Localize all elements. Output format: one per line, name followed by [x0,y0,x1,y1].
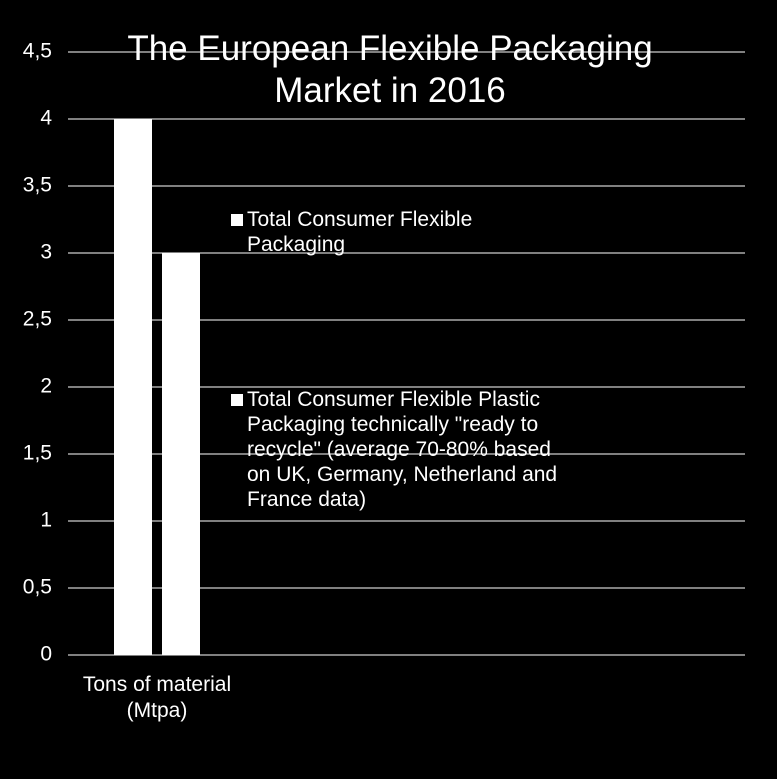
y-tick-label: 3 [40,241,52,264]
legend-entry: Total Consumer Flexible Packaging [231,207,576,257]
y-tick-label: 2,5 [23,308,52,331]
y-tick-label: 0 [40,643,52,666]
y-tick-label: 4 [40,107,52,130]
legend-swatch [231,214,243,226]
legend-swatch [231,394,243,406]
y-tick-label: 4,5 [23,40,52,63]
y-tick-label: 0,5 [23,576,52,599]
y-tick-label: 1 [40,509,52,532]
y-tick-label: 3,5 [23,174,52,197]
bar [162,253,200,655]
y-tick-label: 2 [40,375,52,398]
chart-title: The European Flexible Packaging Market i… [127,29,653,110]
bar [114,119,152,655]
legend-label: Total Consumer Flexible Packaging [247,208,473,256]
x-tick-label: Tons of material (Mtpa) [82,673,232,722]
legend-label: Total Consumer Flexible Plastic Packagin… [247,388,558,511]
y-tick-label: 1,5 [23,442,52,465]
legend-entry: Total Consumer Flexible Plastic Packagin… [231,387,576,512]
